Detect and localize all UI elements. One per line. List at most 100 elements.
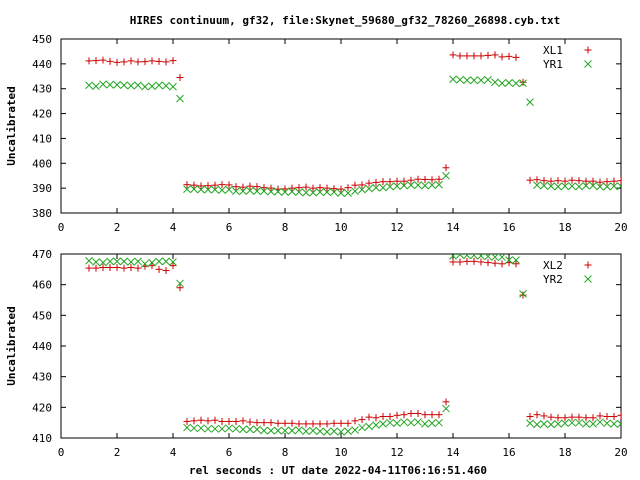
x-tick-label: 6 (226, 221, 233, 234)
data-point (505, 78, 513, 87)
data-point (442, 164, 450, 172)
series-xl2 (85, 257, 621, 428)
x-tick-label: 4 (170, 446, 177, 459)
data-point (414, 175, 422, 183)
data-point (232, 417, 240, 425)
data-point (302, 420, 310, 428)
data-point (176, 74, 184, 82)
data-point (323, 184, 331, 192)
data-point (470, 254, 478, 260)
data-point (120, 81, 128, 90)
data-point (232, 183, 240, 191)
data-point (295, 184, 303, 192)
data-point (358, 423, 366, 432)
data-point (169, 262, 177, 270)
data-point (358, 416, 366, 424)
data-point (617, 411, 621, 419)
data-points (85, 51, 621, 197)
data-point (316, 188, 324, 196)
x-tick-label: 16 (502, 446, 515, 459)
series-yr1 (85, 75, 621, 197)
data-point (211, 416, 219, 424)
data-point (477, 254, 485, 260)
data-point (169, 57, 177, 65)
data-point (561, 414, 569, 422)
legend-label: XL1 (543, 44, 563, 57)
data-point (400, 177, 408, 185)
data-point (470, 257, 478, 265)
data-point (575, 182, 583, 191)
data-point (512, 260, 520, 268)
x-tick-label: 14 (446, 446, 460, 459)
legend-marker (584, 60, 592, 68)
data-point (365, 179, 373, 187)
x-tick-label: 20 (614, 446, 627, 459)
data-point (484, 259, 492, 267)
data-point (498, 79, 506, 88)
data-point (603, 182, 611, 191)
data-point (351, 181, 359, 189)
data-point (113, 80, 121, 89)
data-point (561, 419, 569, 428)
data-point (617, 182, 621, 191)
data-point (260, 187, 268, 195)
data-point (344, 189, 352, 197)
data-point (141, 259, 149, 268)
data-point (428, 176, 436, 184)
data-point (337, 428, 345, 436)
data-point (526, 176, 534, 184)
data-point (127, 263, 135, 271)
x-tick-label: 12 (390, 446, 403, 459)
data-point (99, 80, 107, 89)
data-point (337, 189, 345, 197)
lower-plot-panel: 410 420 430 440 450 460 470 0 2 4 6 8 10 12 14 16 18 20 Un… (5, 248, 628, 459)
data-point (477, 76, 485, 85)
data-point (358, 181, 366, 189)
x-tick-label: 10 (334, 446, 347, 459)
data-point (491, 78, 499, 87)
data-point (127, 81, 135, 90)
data-point (267, 419, 275, 427)
data-point (596, 178, 604, 186)
data-point (610, 177, 618, 185)
data-point (505, 52, 513, 60)
data-point (302, 188, 310, 197)
x-tick-label: 16 (502, 221, 515, 234)
data-point (162, 257, 170, 266)
data-point (288, 187, 296, 196)
data-point (386, 182, 394, 191)
data-point (372, 183, 380, 192)
data-point (225, 424, 233, 433)
data-point (148, 57, 156, 65)
data-point (365, 422, 373, 431)
series-xl1 (85, 51, 621, 193)
data-point (617, 420, 621, 428)
data-point (554, 177, 562, 185)
data-point (197, 416, 205, 424)
data-point (526, 413, 534, 421)
data-point (120, 58, 128, 66)
data-point (92, 57, 100, 65)
x-tick-label: 4 (170, 221, 177, 234)
data-point (99, 56, 107, 64)
data-point (484, 75, 492, 84)
data-point (477, 52, 485, 60)
x-tick-label: 2 (114, 221, 121, 234)
data-point (596, 412, 604, 420)
data-point (281, 185, 289, 193)
data-point (197, 424, 205, 433)
data-point (379, 183, 387, 192)
upper-plot-panel: 380 390 400 410 420 430 440 450 0 2 4 6 8 10 12 14 16 18 2… (5, 33, 628, 234)
y-tick-label: 460 (32, 279, 52, 292)
data-point (414, 409, 422, 417)
data-point (288, 184, 296, 192)
legend-label: XL2 (543, 259, 563, 272)
data-point (183, 185, 191, 193)
legend-label: YR1 (543, 58, 563, 71)
data-point (589, 414, 597, 422)
data-point (176, 284, 184, 292)
data-point (449, 75, 457, 84)
legend-label: YR2 (543, 273, 563, 286)
data-point (176, 279, 184, 288)
data-point (218, 186, 226, 194)
